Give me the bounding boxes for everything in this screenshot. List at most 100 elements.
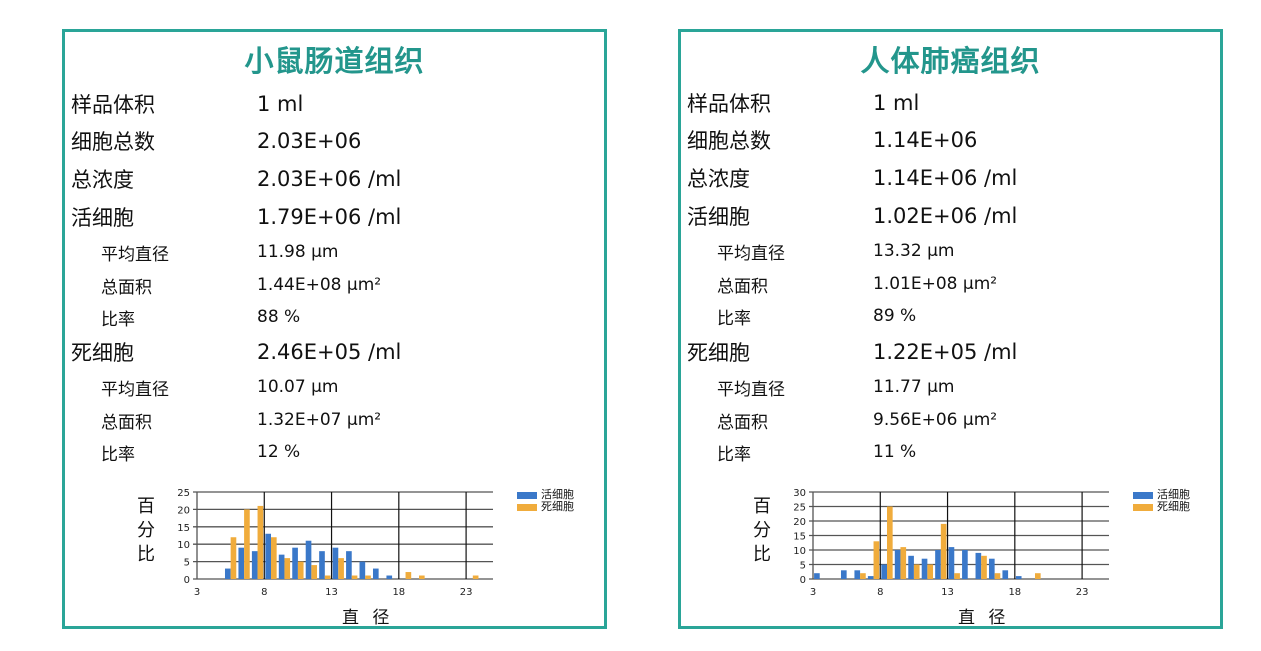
svg-text:20: 20 — [177, 505, 190, 516]
live-swatch — [517, 491, 537, 499]
legend-dead: 死细胞 — [1133, 501, 1190, 513]
svg-text:23: 23 — [1076, 587, 1089, 598]
svg-text:3: 3 — [810, 587, 816, 598]
label: 样品体积 — [71, 93, 155, 117]
row-dead-cells: 死细胞 1.22E+05 /ml — [687, 338, 1017, 366]
value: 1.32E+07 μm² — [257, 410, 382, 430]
row-total-cells: 细胞总数 1.14E+06 — [687, 126, 977, 154]
label: 平均直径 — [101, 244, 169, 265]
label: 细胞总数 — [71, 130, 155, 154]
label: 平均直径 — [101, 379, 169, 400]
label: 总面积 — [101, 277, 152, 298]
row-live-total-area: 总面积 1.01E+08 μm² — [687, 270, 997, 298]
label: 比率 — [101, 309, 135, 330]
label: 总浓度 — [687, 167, 750, 191]
value: 89 % — [873, 306, 917, 326]
svg-text:25: 25 — [793, 503, 806, 514]
row-live-avg-diameter: 平均直径 11.98 μm — [71, 238, 338, 266]
legend-live: 活细胞 — [1133, 489, 1190, 501]
y-axis-label: 百 分 比 — [137, 496, 155, 565]
value: 1.79E+06 /ml — [257, 205, 402, 229]
label: 总浓度 — [71, 168, 134, 192]
svg-text:18: 18 — [392, 587, 405, 598]
svg-text:10: 10 — [177, 540, 190, 551]
label: 活细胞 — [71, 206, 134, 230]
svg-text:5: 5 — [184, 558, 190, 569]
value: 2.03E+06 — [257, 129, 362, 153]
row-sample-volume: 样品体积 1 ml — [71, 90, 303, 118]
value: 88 % — [257, 307, 301, 327]
label: 比率 — [717, 444, 751, 465]
value: 1.44E+08 μm² — [257, 275, 382, 295]
value: 2.46E+05 /ml — [257, 340, 402, 364]
dead-swatch — [1133, 503, 1153, 511]
row-live-ratio: 比率 89 % — [687, 302, 916, 330]
row-dead-ratio: 比率 11 % — [687, 438, 916, 466]
row-dead-cells: 死细胞 2.46E+05 /ml — [71, 338, 401, 366]
row-live-ratio: 比率 88 % — [71, 303, 300, 331]
svg-text:18: 18 — [1008, 587, 1021, 598]
row-total-cells: 细胞总数 2.03E+06 — [71, 127, 361, 155]
value: 1.01E+08 μm² — [873, 274, 998, 294]
label: 总面积 — [101, 412, 152, 433]
label: 比率 — [717, 308, 751, 329]
value: 12 % — [257, 442, 301, 462]
value: 1 ml — [873, 91, 920, 115]
diameter-histogram: 百 分 比 0 5 10 15 20 25 3 8 13 18 23 直 径 活细胞 死细胞 — [65, 477, 610, 628]
label: 细胞总数 — [687, 129, 771, 153]
svg-text:23: 23 — [460, 587, 473, 598]
panel-title: 小鼠肠道组织 — [244, 44, 425, 78]
value: 1.14E+06 /ml — [873, 166, 1018, 190]
value: 2.03E+06 /ml — [257, 167, 402, 191]
diameter-histogram: 百 分 比 0 5 10 15 20 25 30 3 8 13 18 23 直 径 活细胞 死细胞 — [681, 477, 1226, 628]
svg-text:15: 15 — [177, 523, 190, 534]
label: 活细胞 — [687, 205, 750, 229]
svg-text:8: 8 — [261, 587, 267, 598]
svg-text:30: 30 — [793, 488, 806, 499]
panel-title: 人体肺癌组织 — [860, 44, 1041, 78]
svg-text:20: 20 — [793, 517, 806, 528]
row-total-concentration: 总浓度 1.14E+06 /ml — [687, 164, 1017, 192]
value: 1 ml — [257, 92, 304, 116]
row-live-avg-diameter: 平均直径 13.32 μm — [687, 237, 954, 265]
value: 9.56E+06 μm² — [873, 410, 998, 430]
chart-legend: 活细胞 死细胞 — [517, 489, 574, 513]
y-axis-label: 百 分 比 — [753, 496, 771, 565]
legend-live: 活细胞 — [517, 489, 574, 501]
svg-text:0: 0 — [184, 575, 190, 586]
svg-text:5: 5 — [800, 561, 806, 572]
value: 1.02E+06 /ml — [873, 204, 1018, 228]
row-sample-volume: 样品体积 1 ml — [687, 89, 919, 117]
svg-text:13: 13 — [941, 587, 954, 598]
legend-dead: 死细胞 — [517, 501, 574, 513]
svg-text:13: 13 — [325, 587, 338, 598]
svg-text:15: 15 — [793, 532, 806, 543]
live-swatch — [1133, 491, 1153, 499]
label: 平均直径 — [717, 243, 785, 264]
row-live-cells: 活细胞 1.02E+06 /ml — [687, 202, 1017, 230]
panel-mouse-intestine: 小鼠肠道组织 样品体积 1 ml 细胞总数 2.03E+06 总浓度 2.03E… — [62, 29, 607, 629]
label: 死细胞 — [71, 341, 134, 365]
svg-text:3: 3 — [194, 587, 200, 598]
dead-swatch — [517, 503, 537, 511]
row-dead-avg-diameter: 平均直径 10.07 μm — [71, 373, 338, 401]
svg-text:0: 0 — [800, 575, 806, 586]
row-dead-total-area: 总面积 1.32E+07 μm² — [71, 406, 381, 434]
chart-legend: 活细胞 死细胞 — [1133, 489, 1190, 513]
row-live-cells: 活细胞 1.79E+06 /ml — [71, 203, 401, 231]
row-dead-ratio: 比率 12 % — [71, 438, 300, 466]
value: 10.07 μm — [257, 377, 339, 397]
label: 比率 — [101, 444, 135, 465]
value: 11 % — [873, 442, 917, 462]
row-dead-total-area: 总面积 9.56E+06 μm² — [687, 406, 997, 434]
value: 1.22E+05 /ml — [873, 340, 1018, 364]
label: 总面积 — [717, 276, 768, 297]
svg-text:8: 8 — [877, 587, 883, 598]
svg-text:25: 25 — [177, 488, 190, 499]
label: 平均直径 — [717, 379, 785, 400]
label: 样品体积 — [687, 92, 771, 116]
row-dead-avg-diameter: 平均直径 11.77 μm — [687, 373, 954, 401]
row-total-concentration: 总浓度 2.03E+06 /ml — [71, 165, 401, 193]
value: 1.14E+06 — [873, 128, 978, 152]
x-axis-label: 直 径 — [958, 608, 1010, 628]
